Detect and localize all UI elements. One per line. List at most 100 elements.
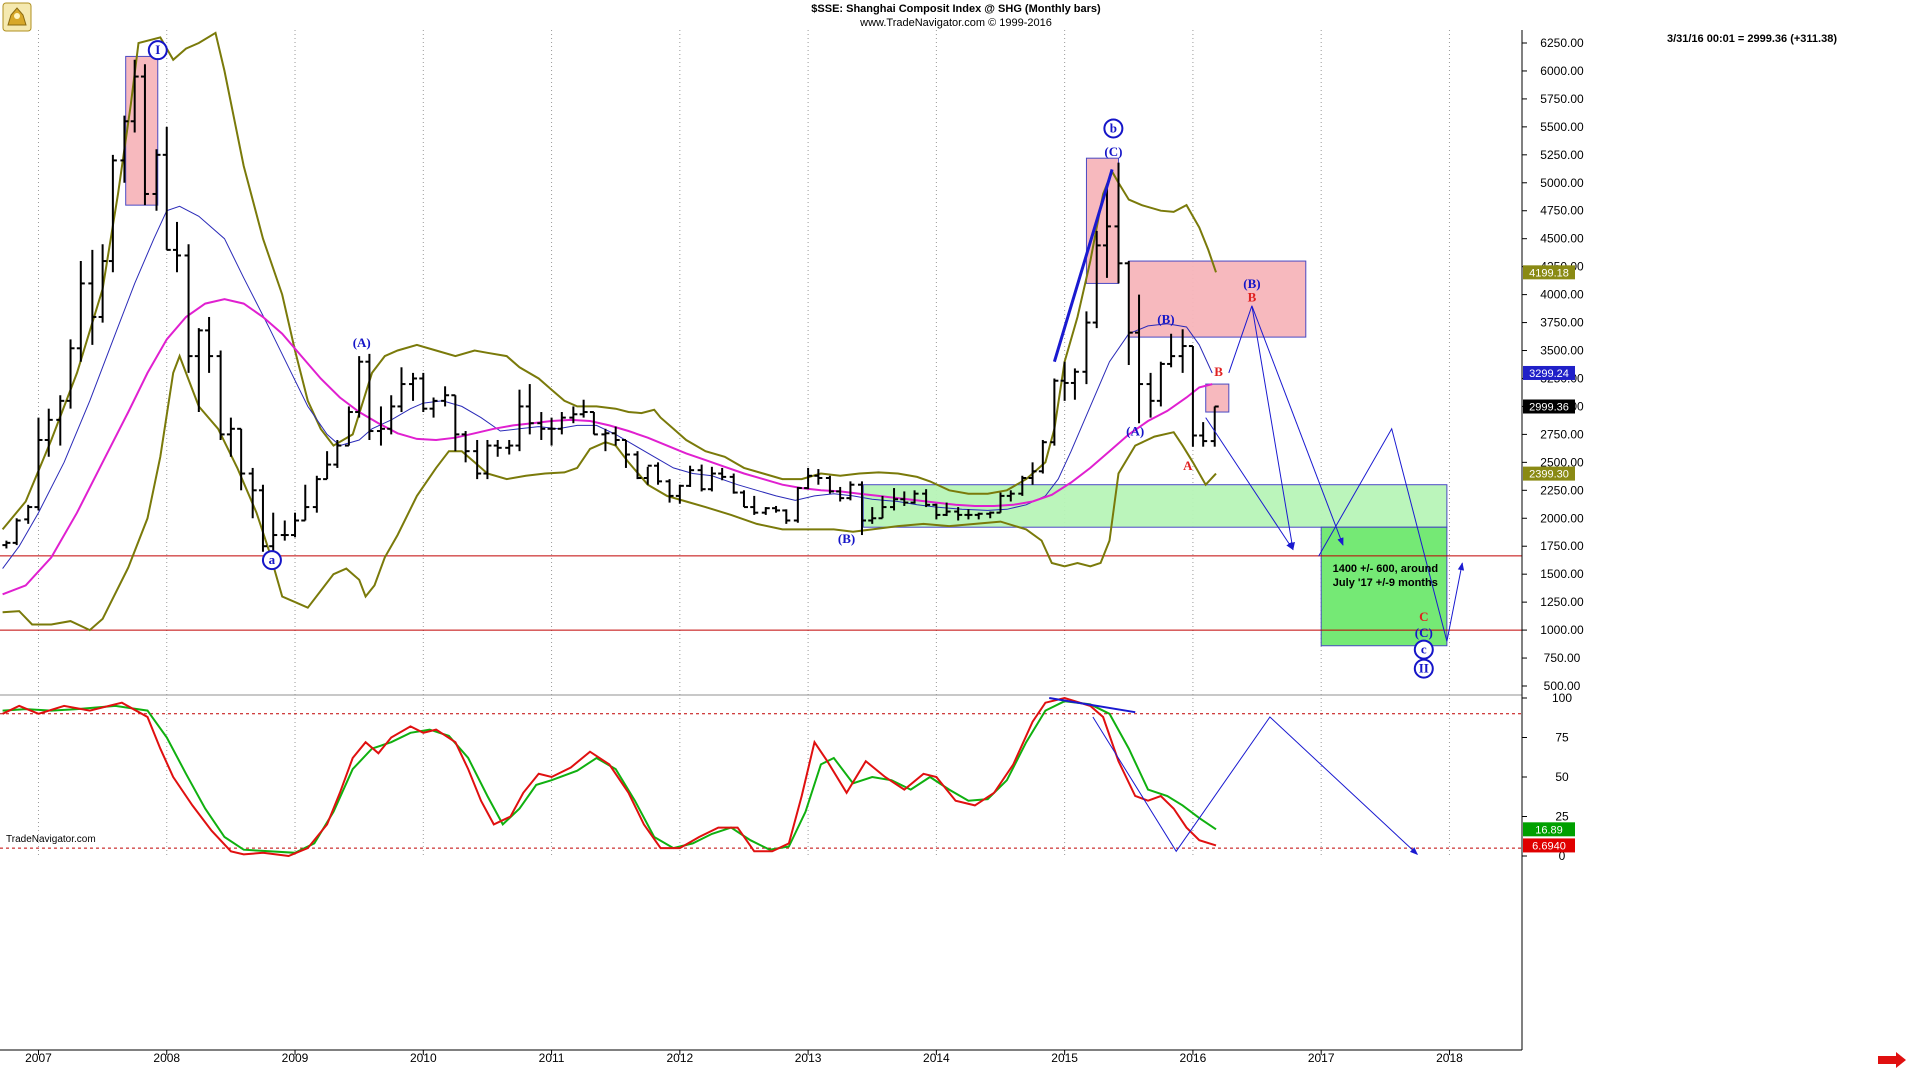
date-tick-label: 2008 [153, 1051, 180, 1065]
price-bar [793, 486, 802, 523]
wave-label: (B) [1243, 276, 1260, 291]
price-tick-label: 2750.00 [1540, 427, 1584, 441]
price-bar [120, 115, 129, 183]
price-bar [76, 261, 85, 362]
price-tick-label: 5500.00 [1540, 120, 1584, 134]
price-bar [643, 464, 652, 485]
stochastic-tick-label: 100 [1552, 691, 1572, 705]
wave-label: b [1103, 118, 1124, 139]
price-bar [291, 512, 300, 538]
value-tag-text: 6.6940 [1532, 840, 1566, 852]
wave-label-text: a [269, 552, 276, 567]
date-tick-label: 2018 [1436, 1051, 1463, 1065]
price-bar [537, 412, 546, 440]
bars-layer [2, 59, 1219, 557]
labels-layer: Ia(A)(B)b(C)(B)(A)AB(B)BC(C)cII [147, 40, 1434, 679]
lower-band-line [2, 353, 1217, 632]
price-value-tag: 2999.36 [1523, 399, 1575, 414]
price-tick-label: 2000.00 [1540, 511, 1584, 525]
price-tick-label: 4500.00 [1540, 232, 1584, 246]
price-bar [429, 397, 438, 418]
price-bar [942, 502, 951, 517]
price-bar [697, 464, 706, 492]
price-bar [954, 507, 963, 521]
value-tag-text: 4199.18 [1529, 267, 1569, 279]
watermark: TradeNavigator.com [6, 834, 96, 845]
price-bar [611, 426, 620, 446]
wave-label-circle [147, 40, 168, 61]
price-bar [772, 505, 781, 513]
price-bar [1028, 462, 1037, 485]
price-bar [589, 411, 598, 436]
price-bar [547, 417, 556, 446]
value-tag-box [1523, 399, 1575, 414]
price-bar [857, 481, 866, 536]
price-bar [1038, 439, 1047, 474]
forecast-annotation-line-1: 1400 +/- 600, around [1333, 563, 1438, 575]
forecast-annotation: 1400 +/- 600, around July '17 +/-9 month… [1333, 563, 1438, 589]
price-bar [226, 417, 235, 457]
price-bar [890, 488, 899, 511]
price-bar [248, 467, 257, 519]
price-bar [505, 439, 514, 455]
price-grid [0, 30, 1522, 858]
price-bar [493, 439, 502, 457]
price-bar [2, 540, 11, 549]
wave-label-text: c [1421, 642, 1427, 657]
price-bar [1210, 405, 1219, 447]
price-tick-label: 2250.00 [1540, 483, 1584, 497]
moving-average-line [2, 298, 1213, 596]
price-tick-label: 3500.00 [1540, 344, 1584, 358]
price-bar [1135, 294, 1144, 424]
chart-subtitle: www.TradeNavigator.com © 1999-2016 [859, 17, 1052, 29]
wave-label-text: B [1214, 364, 1223, 379]
wave-label-circle [261, 550, 282, 571]
price-bar [846, 481, 855, 501]
price-tick-label: 5000.00 [1540, 176, 1584, 190]
price-bar [12, 518, 21, 546]
date-tick-label: 2012 [666, 1051, 693, 1065]
price-bar [451, 394, 460, 452]
price-bar [184, 244, 193, 373]
price-bar [814, 469, 823, 485]
price-tick-label: 1750.00 [1540, 539, 1584, 553]
price-bar [515, 389, 524, 452]
price-bar [707, 466, 716, 492]
price-bar [557, 412, 566, 435]
price-bar [1146, 372, 1155, 418]
price-value-tag: 3299.24 [1523, 365, 1575, 380]
wave-label: (B) [838, 531, 855, 546]
stochastic-value-tag: 16.89 [1523, 822, 1575, 837]
stochastic-tick-label: 50 [1555, 770, 1569, 784]
price-bar [419, 372, 428, 413]
wave-label-text: II [1419, 661, 1429, 676]
wave-label: I [147, 40, 168, 61]
price-bar [1178, 329, 1187, 373]
price-value-tag: 4199.18 [1523, 265, 1575, 280]
price-tick-label: 6250.00 [1540, 36, 1584, 50]
price-tick-label: 3750.00 [1540, 316, 1584, 330]
value-tag-text: 2399.30 [1529, 469, 1569, 481]
scroll-right-button[interactable] [1876, 1052, 1906, 1068]
price-bar [355, 356, 364, 418]
price-bar [56, 395, 65, 446]
wave-label: (C) [1104, 144, 1122, 159]
price-bar [974, 512, 983, 520]
wave-label: (A) [1126, 424, 1144, 439]
wave-label: c [1413, 639, 1434, 660]
upper-band-line [1, 31, 1217, 531]
price-bar [868, 507, 877, 524]
price-bar [130, 59, 139, 133]
wave-label-circle [1413, 658, 1434, 679]
price-bar [761, 507, 770, 515]
wave-label-text: (A) [1126, 424, 1144, 439]
price-bar [205, 316, 214, 373]
arrow-right-icon [1878, 1052, 1906, 1068]
header: $SSE: Shanghai Composit Index @ SHG (Mon… [6, 3, 1837, 845]
price-tick-label: 1250.00 [1540, 595, 1584, 609]
price-bar [301, 484, 310, 522]
value-tag-box [1523, 265, 1575, 280]
stochastic-tick-label: 0 [1559, 849, 1566, 863]
price-bar [162, 126, 171, 251]
